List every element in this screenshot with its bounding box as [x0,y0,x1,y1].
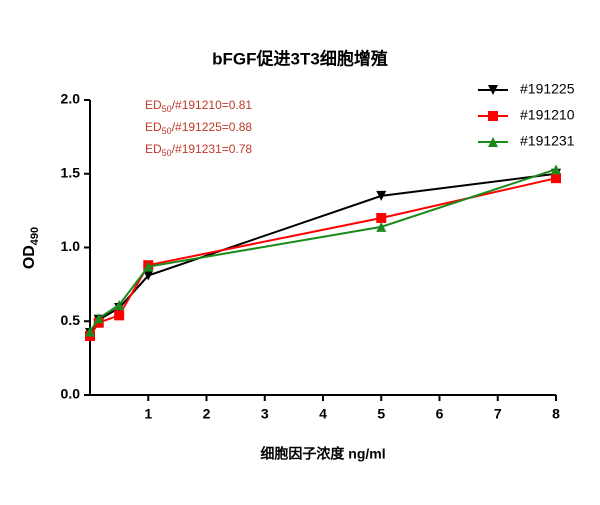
legend-marker [488,111,498,121]
x-tick-label: 6 [436,406,444,422]
annotation-main: ED [145,120,162,134]
annotation-rest: /#191231=0.78 [172,142,253,156]
annotation: ED50/#191225=0.88 [145,120,252,136]
legend-label: #191231 [520,133,575,149]
annotation-rest: /#191210=0.81 [172,98,253,112]
legend-label: #191225 [520,81,575,97]
legend-label: #191210 [520,107,575,123]
y-label-main: OD [21,245,38,269]
x-tick-label: 1 [144,406,152,422]
x-tick-label: 8 [552,406,560,422]
series-line [89,177,557,337]
annotation-sub: 50 [162,126,172,136]
marker [114,300,125,311]
y-tick-label: 1.5 [61,164,81,180]
marker [143,261,154,272]
y-tick-label: 0.0 [61,386,81,402]
x-tick-label: 3 [261,406,269,422]
svg-text:OD490: OD490 [21,227,41,269]
marker [376,221,387,232]
x-tick-label: 7 [494,406,502,422]
marker [376,190,387,201]
x-tick-label: 5 [377,406,385,422]
series-line [89,172,557,334]
marker [143,270,154,281]
y-tick-label: 0.5 [61,312,81,328]
legend-marker [488,137,498,147]
marker [551,173,561,184]
annotation-sub: 50 [162,104,172,114]
y-label-sub: 490 [29,227,41,245]
chart-title: bFGF促进3T3细胞增殖 [212,48,388,68]
marker [93,313,104,324]
marker [85,326,95,337]
annotation-main: ED [145,142,162,156]
y-tick-label: 2.0 [61,91,81,107]
annotation: ED50/#191210=0.81 [145,98,252,114]
x-axis-label: 细胞因子浓度 ng/ml [260,446,385,462]
legend-marker [488,85,498,95]
annotation-main: ED [145,98,162,112]
y-axis-label: OD490 [21,227,41,269]
annotation: ED50/#191231=0.78 [145,142,252,158]
annotation-sub: 50 [162,148,172,158]
y-tick-label: 1.0 [61,238,81,254]
marker [551,164,561,175]
marker [114,310,125,321]
x-tick-label: 2 [203,406,211,422]
marker [376,213,387,223]
annotation-rest: /#191225=0.88 [172,120,253,134]
x-tick-label: 4 [319,406,327,422]
